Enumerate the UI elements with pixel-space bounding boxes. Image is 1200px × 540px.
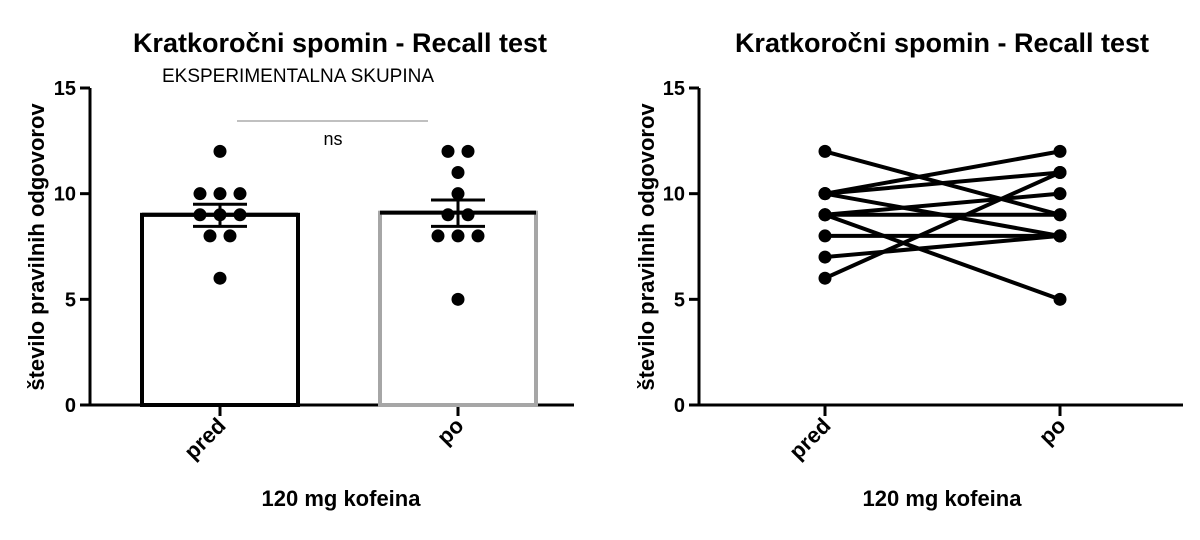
bar-chart-subtitle: EKSPERIMENTALNA SKUPINA <box>162 66 434 87</box>
paired-point-po <box>1053 187 1067 201</box>
data-point-po <box>431 229 445 243</box>
data-point-po <box>471 229 485 243</box>
paired-point-po <box>1053 229 1067 243</box>
bar-chart-y-tick-label: 0 <box>65 395 76 417</box>
line-chart-y-tick-label: 0 <box>674 395 685 417</box>
data-point-pred <box>193 187 207 201</box>
data-point-pred <box>213 271 227 285</box>
bar-chart-plot-area: 0 5 10 15 pred po ns <box>54 78 574 464</box>
data-point-pred <box>213 187 227 201</box>
bar-pred <box>140 212 300 407</box>
line-chart-y-tick-label: 15 <box>663 78 685 100</box>
paired-line-10 <box>823 170 1062 281</box>
paired-point-pred <box>818 229 832 243</box>
bar-chart-x-axis-label: 120 mg kofeina <box>262 486 422 511</box>
line-chart-x-tick-label: pred <box>784 413 835 464</box>
significance-label: ns <box>323 129 342 149</box>
data-point-pred <box>203 229 217 243</box>
paired-point-pred <box>818 208 832 222</box>
bar-chart-x-tick-label: po <box>432 413 469 450</box>
data-point-po <box>451 229 465 243</box>
data-point-pred <box>213 144 227 158</box>
paired-line-3 <box>823 170 1062 196</box>
paired-point-pred <box>818 250 832 264</box>
line-chart-x-tick-label: po <box>1034 413 1071 450</box>
line-chart-title: Kratkoročni spomin - Recall test <box>735 28 1149 58</box>
paired-line-9 <box>823 233 1062 260</box>
bar-chart-x-tick-label: pred <box>179 413 230 464</box>
data-point-po <box>461 144 475 158</box>
bar-chart-title: Kratkoročni spomin - Recall test <box>133 28 547 58</box>
data-point-po <box>451 187 465 201</box>
paired-point-po <box>1053 292 1067 306</box>
bar-chart-y-tick-label: 5 <box>65 289 76 311</box>
data-point-po <box>441 144 455 158</box>
paired-point-pred <box>818 187 832 201</box>
data-point-po <box>451 166 465 180</box>
paired-point-pred <box>818 271 832 285</box>
data-point-po <box>461 208 475 222</box>
data-point-po <box>441 208 455 222</box>
paired-point-po <box>1053 166 1067 180</box>
bar-chart-panel: Kratkoročni spomin - Recall test EKSPERI… <box>24 28 574 511</box>
bar-chart-y-tick-label: 10 <box>54 184 76 206</box>
line-chart-x-axis-label: 120 mg kofeina <box>863 486 1023 511</box>
bar-chart-y-tick-label: 15 <box>54 78 76 100</box>
line-chart-panel: Kratkoročni spomin - Recall test število… <box>634 28 1183 511</box>
line-chart-y-axis-label: število pravilnih odgovorov <box>634 103 659 391</box>
line-chart-y-tick-label: 10 <box>663 184 685 206</box>
line-chart-plot-area: 0 5 10 15 pred po <box>663 78 1183 464</box>
paired-line-7 <box>823 212 1062 302</box>
paired-line-5 <box>823 191 1062 217</box>
paired-point-pred <box>818 144 832 158</box>
line-chart-y-tick-label: 5 <box>674 289 685 311</box>
bar-chart-y-axis-label: število pravilnih odgovorov <box>24 103 49 391</box>
paired-point-po <box>1053 208 1067 222</box>
paired-point-po <box>1053 144 1067 158</box>
data-point-pred <box>223 229 237 243</box>
data-point-po <box>451 292 465 306</box>
paired-line-2 <box>823 149 1062 196</box>
data-point-pred <box>233 187 247 201</box>
